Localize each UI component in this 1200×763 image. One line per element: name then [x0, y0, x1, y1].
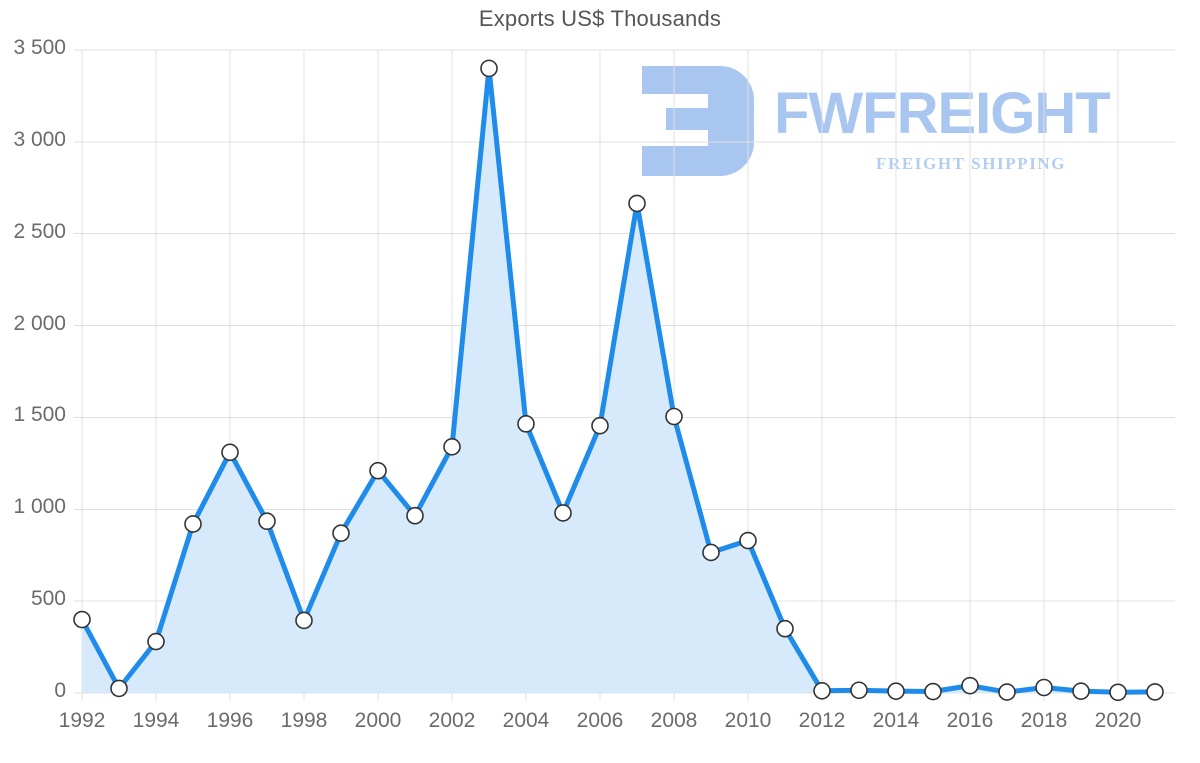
data-point-marker[interactable]	[480, 59, 498, 78]
data-point-marker[interactable]	[776, 619, 794, 638]
data-point-marker[interactable]	[110, 679, 128, 698]
data-point-marker[interactable]	[665, 407, 683, 426]
data-point-marker[interactable]	[73, 610, 91, 629]
data-point-marker[interactable]	[813, 681, 831, 700]
y-axis-tick-label: 2 500	[13, 219, 66, 243]
y-axis-tick-label: 500	[30, 587, 66, 611]
data-point-marker[interactable]	[591, 416, 609, 435]
data-point-marker[interactable]	[147, 632, 165, 651]
x-axis-tick-label: 1992	[58, 709, 106, 732]
y-axis-tick-label: 1 500	[13, 403, 66, 427]
x-axis-tick-label: 2004	[502, 709, 550, 732]
data-point-marker[interactable]	[739, 531, 757, 550]
x-axis-tick-label: 2006	[576, 709, 624, 732]
x-axis-tick-label: 1998	[280, 709, 328, 732]
x-axis-tick-label: 2010	[724, 709, 772, 732]
data-point-marker[interactable]	[850, 681, 868, 700]
y-axis-tick-label: 0	[54, 679, 66, 702]
data-point-marker[interactable]	[221, 443, 239, 462]
y-axis-tick-label: 2 000	[13, 311, 66, 335]
data-point-marker[interactable]	[406, 506, 424, 525]
data-point-marker[interactable]	[369, 461, 387, 480]
x-axis-tick-label: 2020	[1094, 709, 1142, 732]
data-point-marker[interactable]	[554, 504, 572, 522]
data-point-marker[interactable]	[702, 543, 720, 562]
data-point-marker[interactable]	[332, 524, 350, 542]
data-point-marker[interactable]	[258, 512, 276, 531]
x-axis-tick-label: 1996	[206, 709, 254, 732]
area-fill-path	[82, 68, 1155, 693]
data-point-marker[interactable]	[295, 611, 313, 630]
data-point-marker[interactable]	[1072, 682, 1090, 700]
data-point-marker[interactable]	[628, 194, 646, 213]
data-point-marker[interactable]	[443, 438, 461, 456]
y-axis-tick-label: 1 000	[13, 495, 66, 519]
y-axis-tick-label: 3 500	[13, 36, 66, 59]
x-axis-tick-label: 2002	[428, 709, 476, 732]
x-axis-tick-label: 2014	[872, 709, 920, 732]
data-point-marker[interactable]	[887, 682, 905, 700]
data-point-marker[interactable]	[924, 682, 942, 701]
area-fill	[82, 68, 1155, 693]
data-point-marker[interactable]	[998, 683, 1016, 701]
data-point-marker[interactable]	[961, 676, 979, 695]
data-markers	[73, 59, 1164, 702]
x-axis-tick-label: 2012	[798, 709, 846, 732]
data-point-marker[interactable]	[184, 515, 202, 533]
x-axis-tick-label: 2008	[650, 709, 698, 732]
x-axis-tick-label: 2000	[354, 709, 402, 732]
data-point-marker[interactable]	[1146, 683, 1164, 701]
data-point-marker[interactable]	[517, 415, 535, 433]
y-axis-tick-label: 3 000	[13, 127, 66, 151]
x-axis-tick-label: 1994	[132, 709, 180, 732]
chart-title: Exports US$ Thousands	[478, 6, 722, 31]
x-axis-tick-label: 2016	[946, 709, 994, 732]
data-point-marker[interactable]	[1109, 683, 1127, 702]
x-axis-tick-label: 2018	[1020, 709, 1068, 732]
data-point-marker[interactable]	[1035, 678, 1053, 697]
